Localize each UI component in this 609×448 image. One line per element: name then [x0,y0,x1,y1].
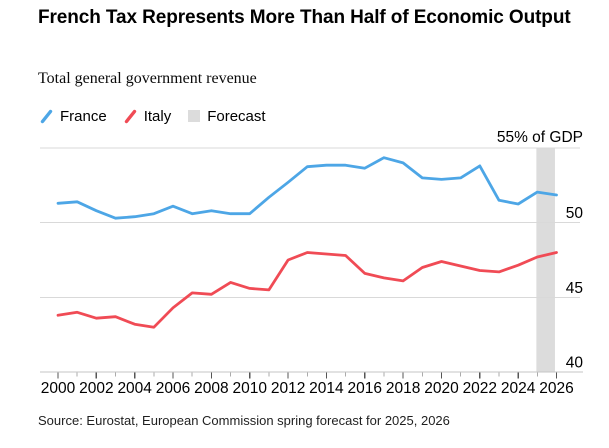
italy-line-marker-icon [124,109,136,123]
x-tick-label-2022: 2022 [463,380,497,397]
x-tick-label-2012: 2012 [271,380,305,397]
legend-label-italy: Italy [143,107,172,125]
legend-item-italy: Italy [124,107,172,125]
x-tick-label-2002: 2002 [79,380,113,397]
x-tick-label-2008: 2008 [194,380,228,397]
france-line-marker-icon [40,109,53,123]
legend-item-forecast: Forecast [188,107,266,125]
x-tick-label-2014: 2014 [309,380,344,397]
x-tick-label-2000: 2000 [41,380,76,397]
chart-subtitle: Total general government revenue [38,70,257,87]
forecast-band [536,148,555,372]
italy-line [56,251,558,329]
forecast-square-marker-icon [188,110,201,122]
legend-label-forecast: Forecast [207,107,266,125]
x-tick-label-2018: 2018 [386,380,420,397]
y-tick-label-40: 40 [566,355,584,372]
x-tick-label-2006: 2006 [156,380,190,397]
x-tick-label-2020: 2020 [424,380,459,397]
legend: France Italy Forecast [40,107,266,125]
chart-title: French Tax Represents More Than Half of … [38,7,571,28]
x-tick-label-2016: 2016 [348,380,382,397]
france-line [56,156,558,220]
source-text: Source: Eurostat, European Commission sp… [38,413,450,428]
x-tick-label-2024: 2024 [501,380,536,397]
legend-item-france: France [40,108,107,125]
y-tick-label-45: 45 [566,280,583,297]
x-tick-label-2026: 2026 [539,380,573,397]
x-tick-label-2004: 2004 [117,380,152,397]
x-tick-label-2010: 2010 [232,380,267,397]
y-axis-unit-label: 55% of GDP [496,129,583,146]
y-tick-label-50: 50 [566,205,584,222]
legend-label-france: France [60,107,107,125]
